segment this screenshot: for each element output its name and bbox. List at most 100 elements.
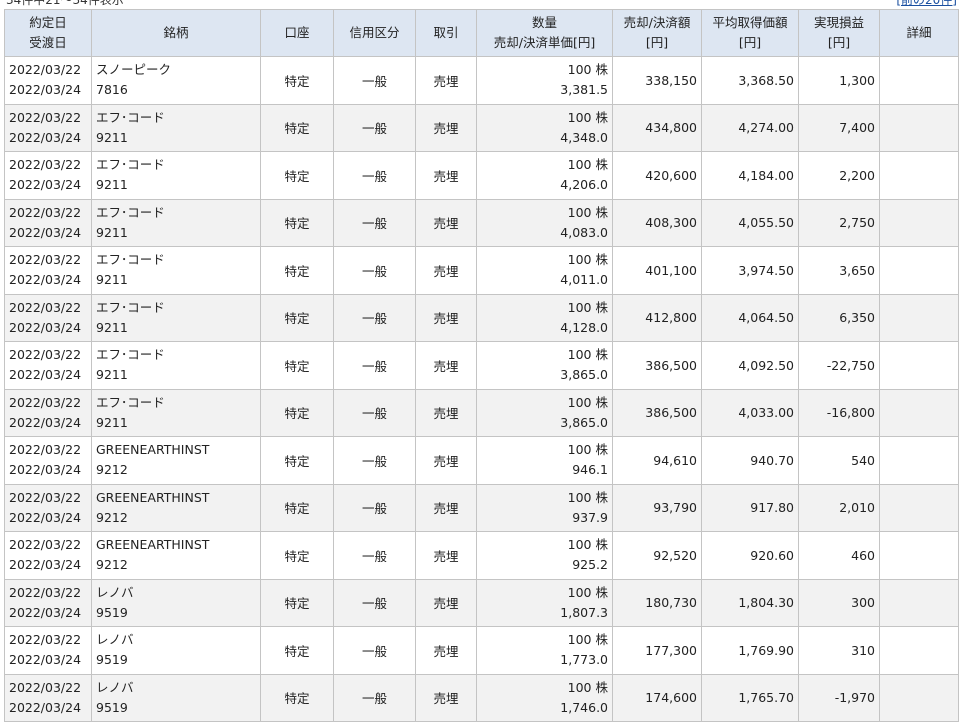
realized-pl: 300 <box>798 578 880 627</box>
unit-price: 925.2 <box>572 557 608 573</box>
stock-name: エフ･コード <box>96 299 165 315</box>
stock-name: GREENEARTHINST <box>96 489 210 505</box>
credit-type: 一般 <box>333 103 416 152</box>
table-row: 2022/03/22 2022/03/24 レノバ 9519 特定 一般 売埋 100 株 1,… <box>4 626 959 675</box>
account-type: 特定 <box>260 531 334 580</box>
unit-price: 4,128.0 <box>560 319 608 335</box>
unit-price: 1,807.3 <box>560 604 608 620</box>
qty-cell: 100 株 4,348.0 <box>476 103 613 152</box>
stock-name: エフ･コード <box>96 252 165 268</box>
credit-type: 一般 <box>333 388 416 437</box>
settle-date: 2022/03/24 <box>9 82 82 98</box>
stock-code: 9211 <box>96 177 128 193</box>
qty-cell: 100 株 4,011.0 <box>476 246 613 295</box>
unit-price: 1,746.0 <box>560 699 608 715</box>
stock-cell: エフ･コード 9211 <box>91 103 261 152</box>
trade-date: 2022/03/22 <box>9 299 82 315</box>
stock-name: GREENEARTHINST <box>96 537 210 553</box>
unit-price: 3,381.5 <box>560 82 608 98</box>
detail-cell[interactable] <box>879 626 959 675</box>
table-row: 2022/03/22 2022/03/24 エフ･コード 9211 特定 一般 売埋 100 … <box>4 246 959 295</box>
qty-cell: 100 株 925.2 <box>476 531 613 580</box>
account-type: 特定 <box>260 436 334 485</box>
avg-cost: 1,769.90 <box>701 626 799 675</box>
trade-type: 売埋 <box>415 293 477 342</box>
settle-date: 2022/03/24 <box>9 367 82 383</box>
trade-type: 売埋 <box>415 578 477 627</box>
stock-code: 9212 <box>96 462 128 478</box>
detail-cell[interactable] <box>879 388 959 437</box>
account-type: 特定 <box>260 103 334 152</box>
detail-cell[interactable] <box>879 578 959 627</box>
quantity: 100 株 <box>567 632 608 648</box>
credit-type: 一般 <box>333 56 416 105</box>
table-row: 2022/03/22 2022/03/24 レノバ 9519 特定 一般 売埋 100 株 1,… <box>4 673 959 722</box>
stock-cell: エフ･コード 9211 <box>91 246 261 295</box>
quantity: 100 株 <box>567 299 608 315</box>
table-row: 2022/03/22 2022/03/24 GREENEARTHINST 9212 特定… <box>4 483 959 532</box>
prev-page-link[interactable]: [前の20件] <box>896 0 957 7</box>
detail-cell[interactable] <box>879 246 959 295</box>
credit-type: 一般 <box>333 341 416 390</box>
table-row: 2022/03/22 2022/03/24 エフ･コード 9211 特定 一般 売埋 100 … <box>4 151 959 200</box>
stock-cell: スノーピーク 7816 <box>91 56 261 105</box>
account-type: 特定 <box>260 673 334 722</box>
trade-date-cell: 2022/03/22 2022/03/24 <box>4 673 92 722</box>
trade-date: 2022/03/22 <box>9 157 82 173</box>
account-type: 特定 <box>260 56 334 105</box>
stock-name: スノーピーク <box>96 62 172 78</box>
col-header-qty: 数量 売却/決済単価[円] <box>476 9 613 57</box>
proceeds: 338,150 <box>612 56 702 105</box>
settle-date: 2022/03/24 <box>9 557 82 573</box>
unit-price: 946.1 <box>572 462 608 478</box>
account-type: 特定 <box>260 198 334 247</box>
table-row: 2022/03/22 2022/03/24 レノバ 9519 特定 一般 売埋 100 株 1,… <box>4 578 959 627</box>
stock-cell: エフ･コード 9211 <box>91 341 261 390</box>
table-row: 2022/03/22 2022/03/24 エフ･コード 9211 特定 一般 売埋 100 … <box>4 388 959 437</box>
detail-cell[interactable] <box>879 673 959 722</box>
credit-type: 一般 <box>333 293 416 342</box>
qty-cell: 100 株 1,773.0 <box>476 626 613 675</box>
stock-code: 9211 <box>96 367 128 383</box>
detail-cell[interactable] <box>879 341 959 390</box>
trade-date-cell: 2022/03/22 2022/03/24 <box>4 56 92 105</box>
quantity: 100 株 <box>567 109 608 125</box>
account-type: 特定 <box>260 626 334 675</box>
trade-date: 2022/03/22 <box>9 584 82 600</box>
credit-type: 一般 <box>333 246 416 295</box>
trade-type: 売埋 <box>415 151 477 200</box>
qty-cell: 100 株 1,807.3 <box>476 578 613 627</box>
avg-cost: 3,974.50 <box>701 246 799 295</box>
stock-cell: レノバ 9519 <box>91 626 261 675</box>
detail-cell[interactable] <box>879 293 959 342</box>
realized-pl: 540 <box>798 436 880 485</box>
stock-code: 9519 <box>96 699 128 715</box>
avg-cost: 940.70 <box>701 436 799 485</box>
detail-cell[interactable] <box>879 198 959 247</box>
result-count: 34件中21〜34件表示 <box>6 0 124 7</box>
stock-name: レノバ <box>96 632 134 648</box>
detail-cell[interactable] <box>879 56 959 105</box>
detail-cell[interactable] <box>879 151 959 200</box>
table-row: 2022/03/22 2022/03/24 エフ･コード 9211 特定 一般 売埋 100 … <box>4 103 959 152</box>
trade-date-cell: 2022/03/22 2022/03/24 <box>4 436 92 485</box>
stock-cell: レノバ 9519 <box>91 578 261 627</box>
trade-date-cell: 2022/03/22 2022/03/24 <box>4 246 92 295</box>
quantity: 100 株 <box>567 252 608 268</box>
unit-price: 4,348.0 <box>560 129 608 145</box>
table-row: 2022/03/22 2022/03/24 GREENEARTHINST 9212 特定… <box>4 436 959 485</box>
col-header-name: 銘柄 <box>91 9 261 57</box>
qty-cell: 100 株 937.9 <box>476 483 613 532</box>
qty-cell: 100 株 4,128.0 <box>476 293 613 342</box>
unit-price: 3,865.0 <box>560 414 608 430</box>
col-header-proceeds: 売却/決済額 [円] <box>612 9 702 57</box>
trade-date: 2022/03/22 <box>9 489 82 505</box>
detail-cell[interactable] <box>879 483 959 532</box>
detail-cell[interactable] <box>879 436 959 485</box>
trade-date: 2022/03/22 <box>9 537 82 553</box>
detail-cell[interactable] <box>879 531 959 580</box>
detail-cell[interactable] <box>879 103 959 152</box>
stock-cell: レノバ 9519 <box>91 673 261 722</box>
proceeds: 434,800 <box>612 103 702 152</box>
settle-date: 2022/03/24 <box>9 319 82 335</box>
